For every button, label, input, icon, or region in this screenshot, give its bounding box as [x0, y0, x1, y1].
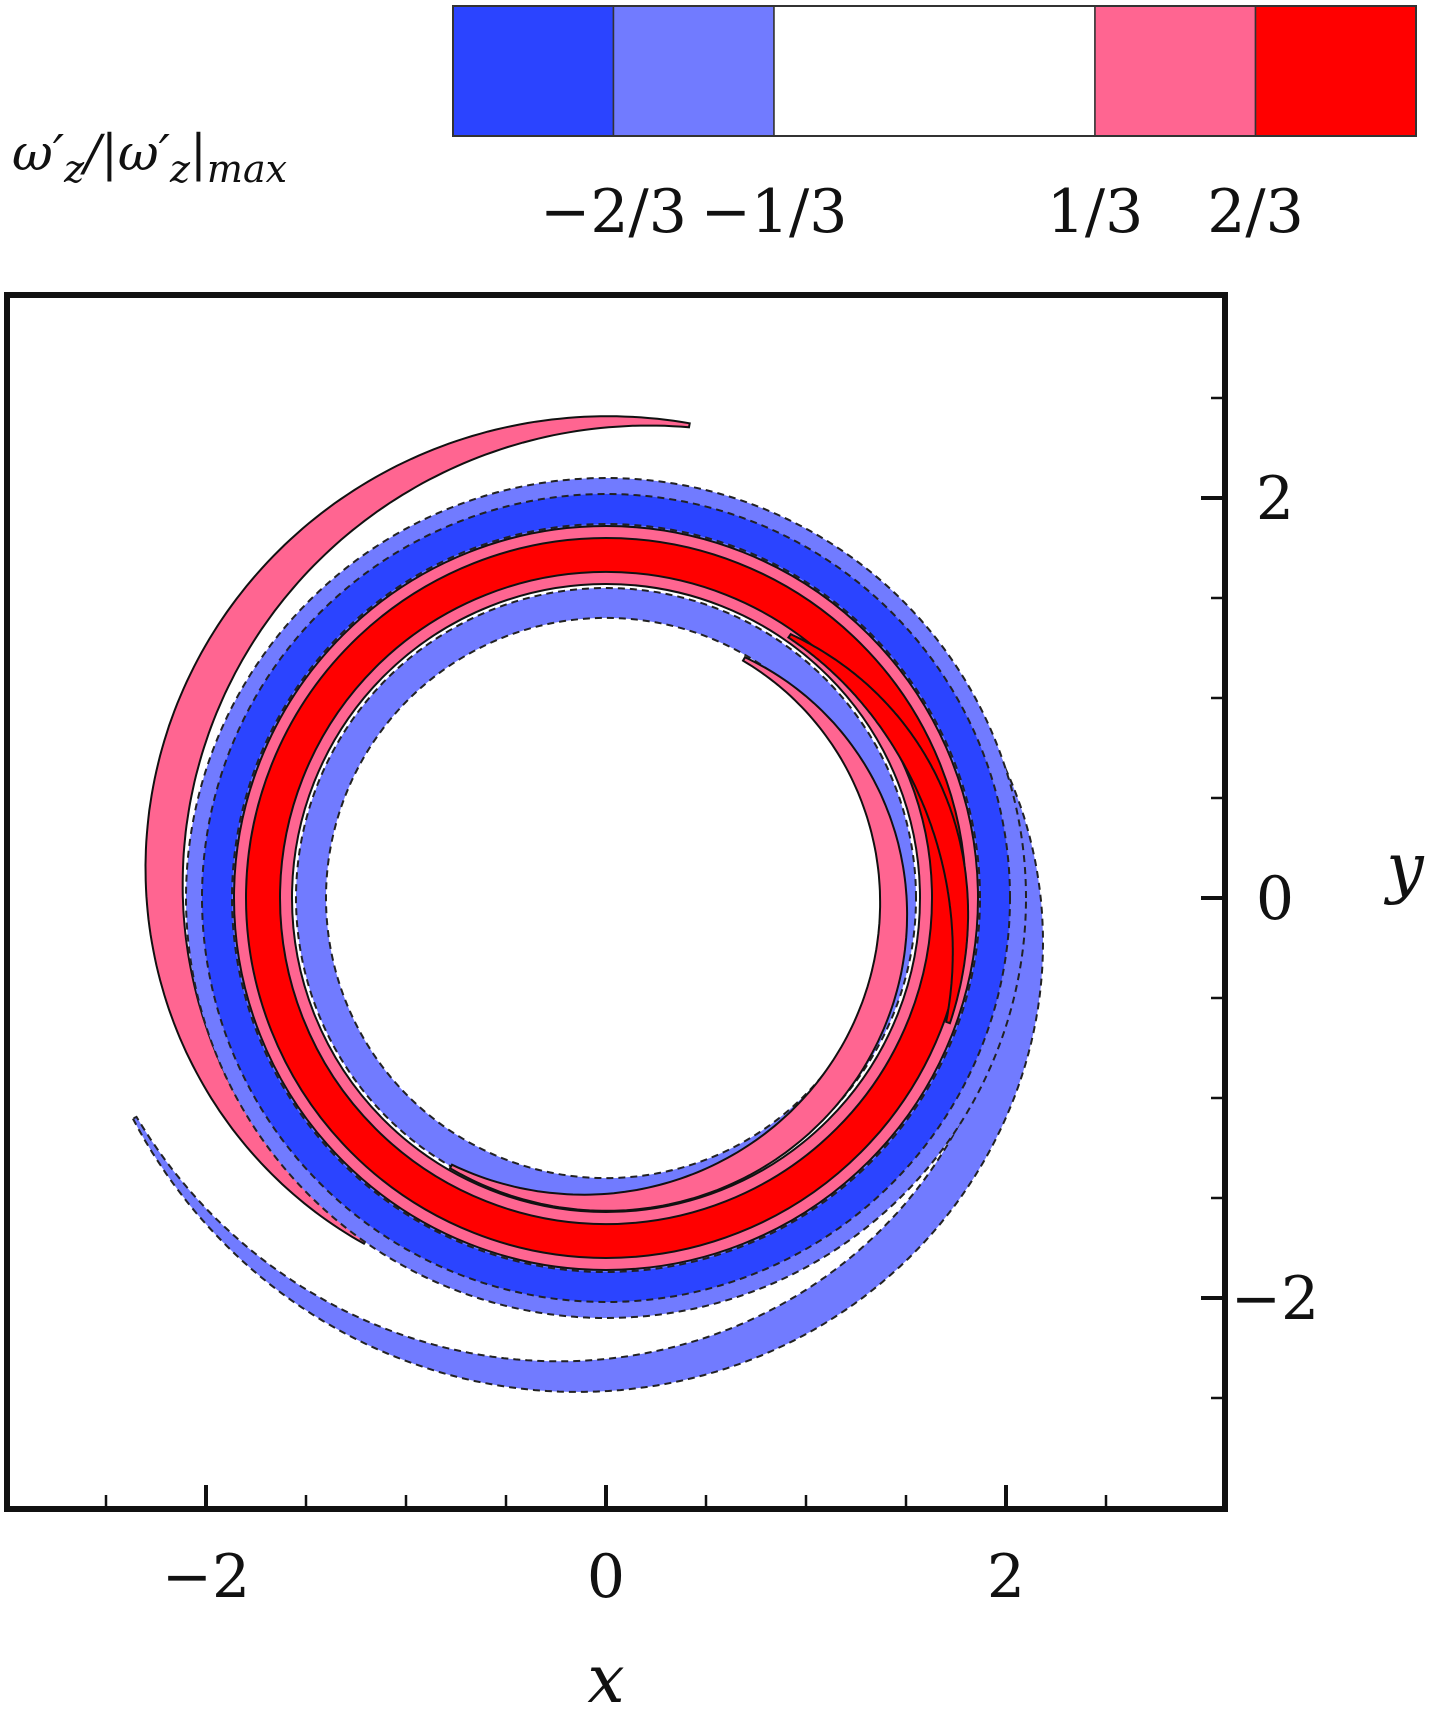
plot-area: −2 0 2 2 0 −2 x y	[4, 292, 1424, 1718]
x-tick-label: 2	[987, 1542, 1025, 1612]
y-tick-label: 0	[1256, 864, 1294, 934]
colorbar-tick-label: 1/3	[1047, 177, 1144, 247]
contour-band	[200, 493, 1012, 1303]
contour-band	[232, 525, 980, 1271]
plot-frame	[4, 292, 1228, 1512]
colorbar-tick-label: −2/3	[540, 177, 687, 247]
axis-tick-labels: −2 0 2 2 0 −2	[162, 464, 1319, 1612]
colorbar-tick-label: 2/3	[1207, 177, 1304, 247]
colorbar-cell	[1254, 5, 1417, 137]
colorbar-title: ω′z/|ω′z|max	[12, 124, 287, 191]
contour-band	[294, 587, 918, 1209]
y-tick-label: −2	[1231, 1264, 1319, 1334]
colorbar-cell	[612, 5, 775, 137]
colorbar-cell	[452, 5, 615, 137]
x-tick-label: 0	[587, 1542, 625, 1612]
contour-bands	[131, 415, 1045, 1393]
x-tick-label: −2	[162, 1542, 250, 1612]
contour-band	[448, 655, 909, 1212]
colorbar-cell	[773, 5, 1096, 137]
colorbar-tick-label: −1/3	[701, 177, 848, 247]
contour-band	[786, 632, 970, 1025]
colorbar-frame	[452, 5, 1417, 137]
colorbar-cell	[1094, 5, 1257, 137]
x-axis-title: x	[587, 1641, 624, 1718]
y-axis-title: y	[1383, 829, 1424, 906]
colorbar: −2/3 −1/3 1/3 2/3 ω′z/|ω′z|max	[12, 5, 1417, 247]
contour-band	[244, 537, 968, 1259]
axis-ticks	[104, 396, 1225, 1509]
y-tick-label: 2	[1256, 464, 1294, 534]
